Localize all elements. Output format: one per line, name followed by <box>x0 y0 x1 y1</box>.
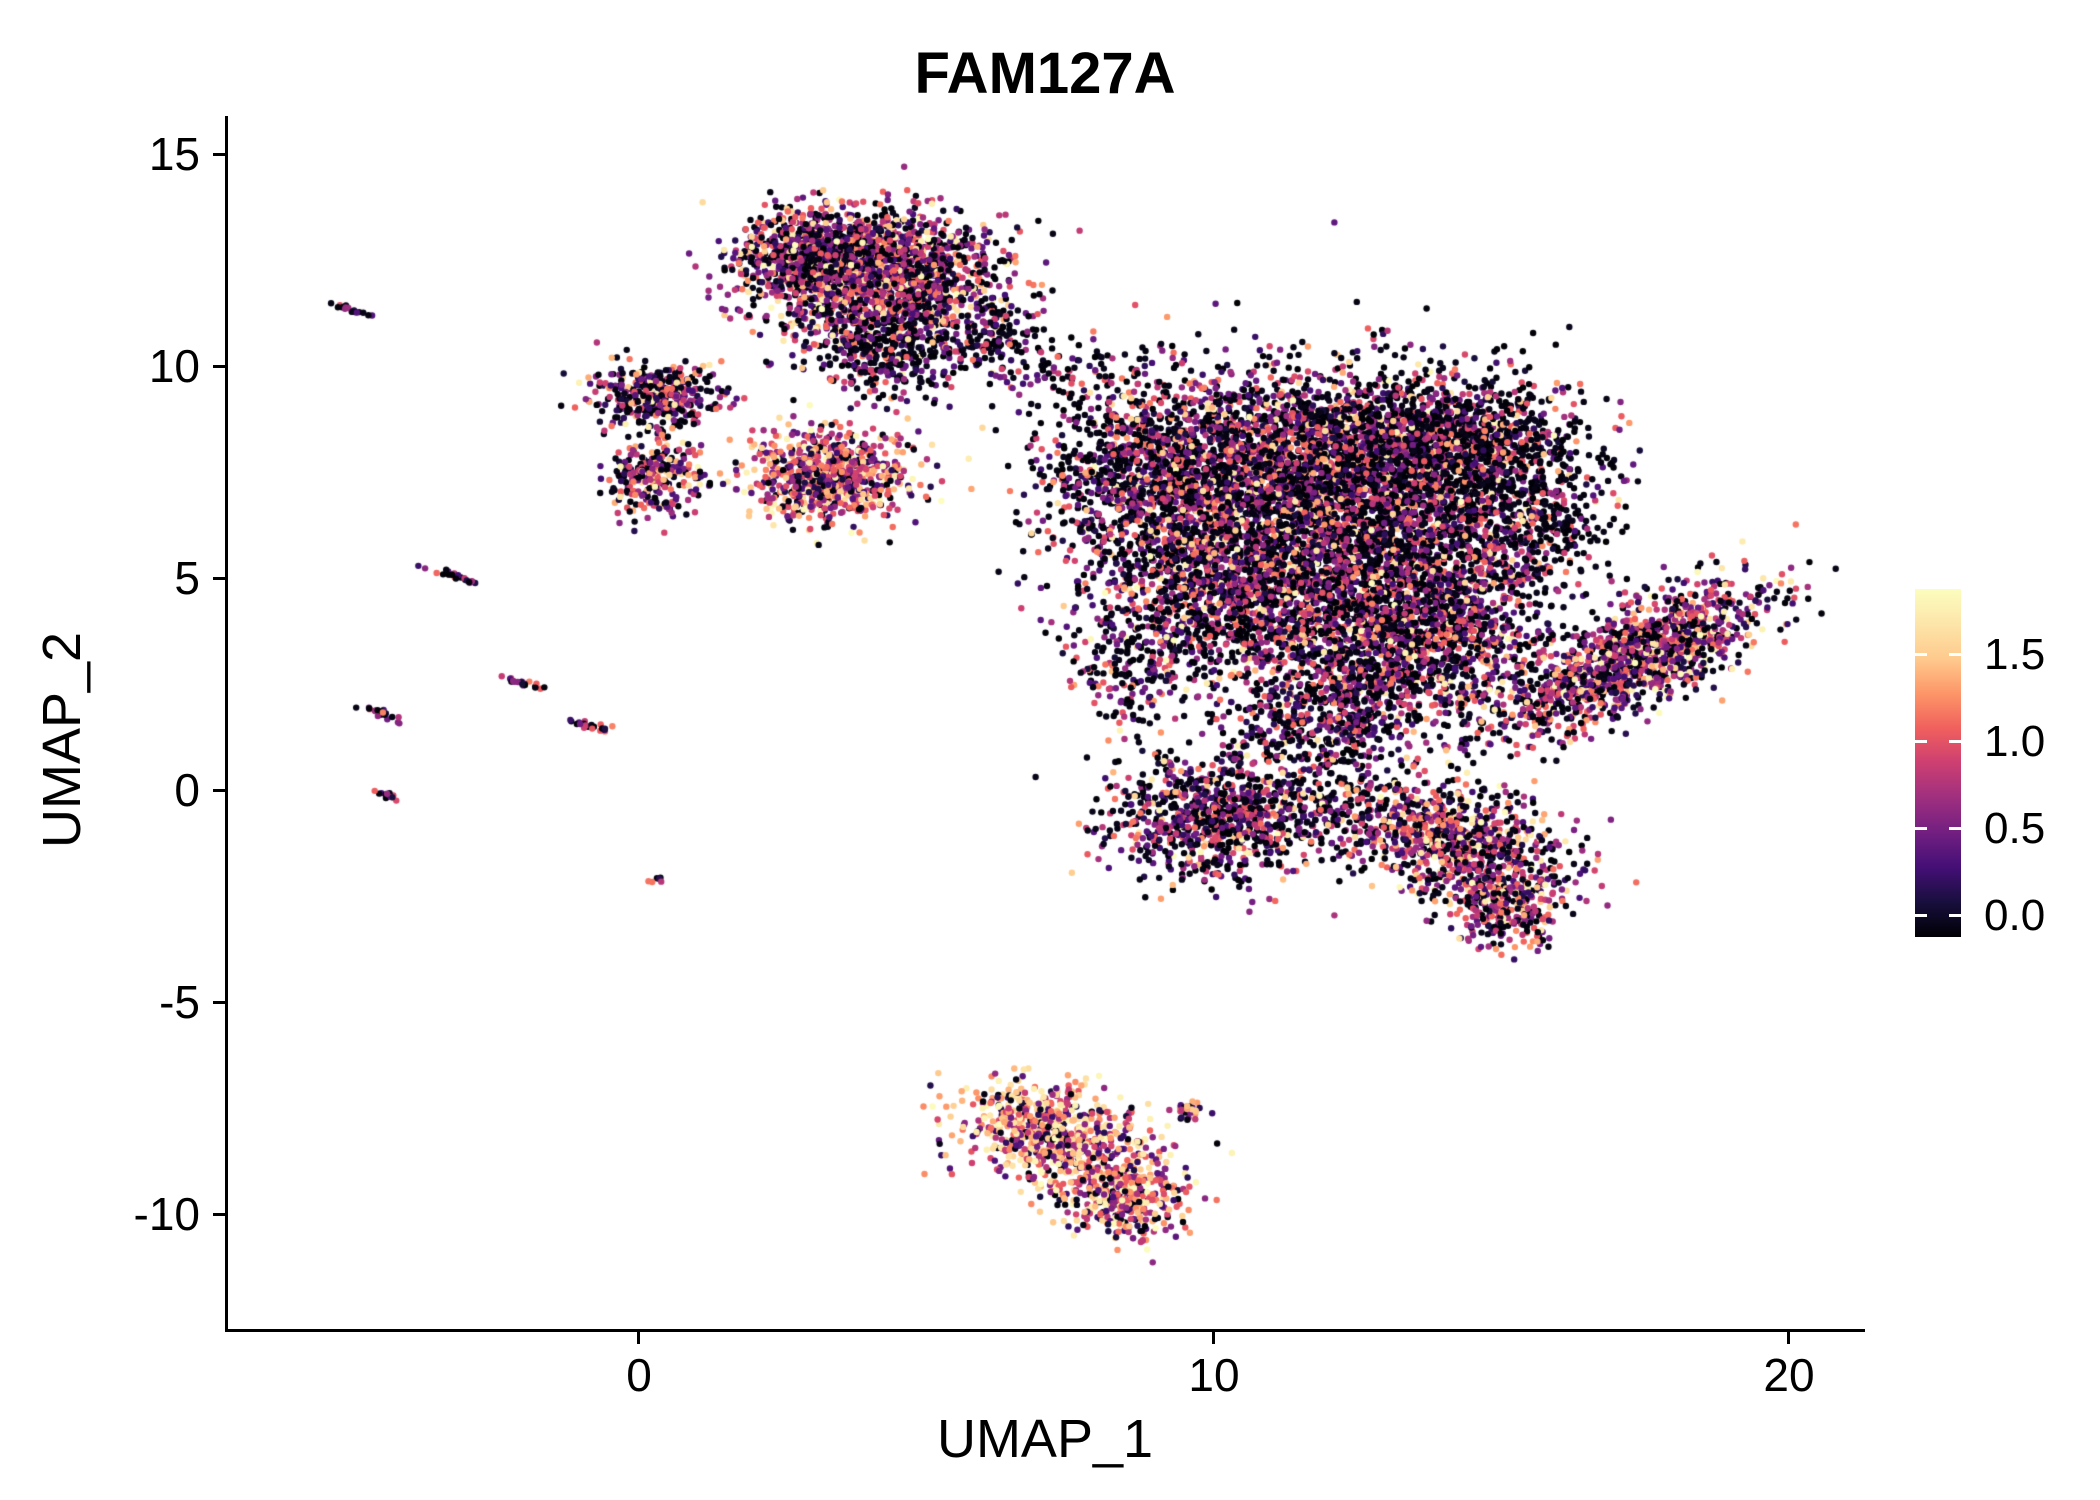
y-tick-label: 10 <box>148 340 200 392</box>
colorbar-tick <box>1915 740 1927 743</box>
x-axis-line <box>225 1329 1865 1332</box>
colorbar-tick-label: 1.0 <box>1984 717 2046 766</box>
x-tick-mark <box>1212 1332 1215 1344</box>
colorbar-tick-label: 0.0 <box>1984 891 2046 940</box>
x-tick-mark <box>1787 1332 1790 1344</box>
y-tick-mark <box>213 365 225 368</box>
y-tick-label: -5 <box>159 976 200 1028</box>
y-tick-mark <box>213 1213 225 1216</box>
y-tick-label: 5 <box>174 552 200 604</box>
colorbar-tick <box>1915 827 1927 830</box>
y-tick-mark <box>213 1001 225 1004</box>
colorbar-tick <box>1915 914 1927 917</box>
y-tick-mark <box>213 153 225 156</box>
colorbar-tick <box>1949 914 1961 917</box>
plot-title: FAM127A <box>914 41 1176 106</box>
colorbar-tick <box>1949 740 1961 743</box>
colorbar-tick <box>1949 827 1961 830</box>
y-tick-mark <box>213 789 225 792</box>
x-tick-label: 0 <box>626 1349 652 1401</box>
y-axis-label: UMAP_2 <box>32 631 92 849</box>
y-tick-label: 15 <box>148 128 200 180</box>
colorbar <box>1915 589 1961 937</box>
y-axis-line <box>225 116 228 1332</box>
colorbar-tick <box>1915 653 1927 656</box>
colorbar-gradient <box>1915 589 1961 937</box>
y-tick-label: -10 <box>133 1188 200 1240</box>
y-tick-label: 0 <box>174 764 200 816</box>
colorbar-tick-label: 1.5 <box>1984 630 2046 679</box>
colorbar-tick <box>1949 653 1961 656</box>
y-tick-mark <box>213 577 225 580</box>
x-tick-label: 10 <box>1188 1349 1240 1401</box>
colorbar-tick-label: 0.5 <box>1984 804 2046 853</box>
x-axis-label: UMAP_1 <box>936 1409 1154 1469</box>
x-tick-label: 20 <box>1763 1349 1815 1401</box>
x-tick-mark <box>637 1332 640 1344</box>
